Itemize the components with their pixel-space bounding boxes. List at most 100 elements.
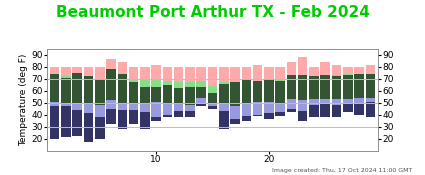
Bar <box>208 67 217 109</box>
Bar <box>230 85 240 106</box>
Bar <box>219 84 229 104</box>
Bar <box>354 67 364 115</box>
Bar <box>332 105 341 117</box>
Bar <box>309 99 319 117</box>
Bar <box>230 82 240 106</box>
Bar <box>95 79 105 105</box>
Bar <box>354 74 364 98</box>
Bar <box>163 115 172 117</box>
Bar <box>298 100 308 121</box>
Bar <box>309 67 319 117</box>
Bar <box>174 88 184 104</box>
Bar <box>241 116 251 121</box>
Bar <box>286 62 296 112</box>
Bar <box>185 87 195 105</box>
Bar <box>253 81 262 102</box>
Bar <box>117 75 127 103</box>
Bar <box>95 117 105 139</box>
Bar <box>320 99 330 117</box>
Bar <box>366 65 375 117</box>
Bar <box>185 111 195 117</box>
Bar <box>72 110 82 136</box>
Bar <box>129 82 139 103</box>
Bar <box>332 76 341 99</box>
Bar <box>275 67 285 116</box>
Bar <box>343 99 353 112</box>
Bar <box>264 79 274 101</box>
Bar <box>208 93 217 103</box>
Bar <box>208 103 217 109</box>
Bar <box>140 79 150 103</box>
Bar <box>61 67 71 137</box>
Bar <box>196 67 206 106</box>
Bar <box>129 110 139 124</box>
Bar <box>320 62 330 117</box>
Bar <box>309 76 319 99</box>
Bar <box>286 109 296 112</box>
Bar <box>185 82 195 105</box>
Bar <box>185 67 195 117</box>
Y-axis label: Temperature (deg F): Temperature (deg F) <box>19 54 28 146</box>
Bar <box>196 81 206 98</box>
Bar <box>196 103 206 106</box>
Bar <box>84 76 93 104</box>
Bar <box>275 80 285 103</box>
Bar <box>72 73 82 103</box>
Bar <box>117 74 127 103</box>
Bar <box>61 78 71 103</box>
Bar <box>50 67 60 139</box>
Bar <box>50 106 60 139</box>
Bar <box>366 102 375 117</box>
Bar <box>320 104 330 117</box>
Bar <box>106 69 116 100</box>
Bar <box>264 79 274 101</box>
Bar <box>298 57 308 121</box>
Bar <box>219 67 229 129</box>
Bar <box>343 67 353 112</box>
Bar <box>95 67 105 139</box>
Text: Beaumont Port Arthur TX - Feb 2024: Beaumont Port Arthur TX - Feb 2024 <box>56 5 369 20</box>
Bar <box>106 59 116 124</box>
Bar <box>309 105 319 117</box>
Bar <box>241 67 251 121</box>
Bar <box>140 103 150 129</box>
Bar <box>320 75 330 99</box>
Bar <box>151 117 161 121</box>
Bar <box>95 79 105 105</box>
Bar <box>84 78 93 104</box>
Bar <box>129 79 139 103</box>
Bar <box>163 104 172 117</box>
Bar <box>366 74 375 98</box>
Bar <box>163 81 172 104</box>
Bar <box>286 99 296 112</box>
Bar <box>354 98 364 115</box>
Bar <box>253 65 262 115</box>
Bar <box>50 74 60 101</box>
Bar <box>72 76 82 103</box>
Bar <box>163 67 172 117</box>
Bar <box>61 76 71 103</box>
Bar <box>219 111 229 129</box>
Text: Image created: Thu, 17 Oct 2024 11:00 GMT: Image created: Thu, 17 Oct 2024 11:00 GM… <box>272 168 412 173</box>
Bar <box>208 106 217 109</box>
Bar <box>174 104 184 117</box>
Bar <box>241 79 251 103</box>
Bar <box>219 104 229 129</box>
Bar <box>174 111 184 117</box>
Bar <box>129 67 139 124</box>
Bar <box>61 106 71 137</box>
Bar <box>241 81 251 103</box>
Bar <box>286 76 296 99</box>
Bar <box>151 79 161 101</box>
Bar <box>230 67 240 124</box>
Bar <box>253 81 262 102</box>
Bar <box>332 99 341 117</box>
Bar <box>366 74 375 98</box>
Bar <box>275 112 285 116</box>
Bar <box>298 76 308 100</box>
Bar <box>140 87 150 103</box>
Bar <box>106 100 116 124</box>
Bar <box>106 72 116 100</box>
Bar <box>151 65 161 121</box>
Bar <box>151 87 161 102</box>
